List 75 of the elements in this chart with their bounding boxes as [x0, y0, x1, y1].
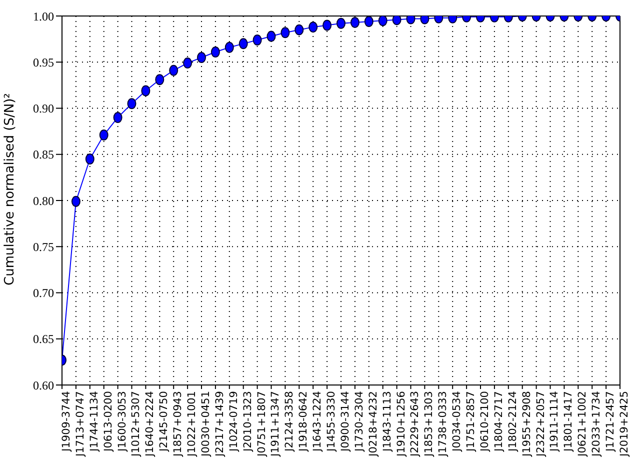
point — [266, 30, 276, 42]
x-tick-label: J1857+0943 — [172, 391, 184, 458]
x-tick-label: J1804-2717 — [492, 391, 505, 452]
point — [169, 64, 178, 76]
y-tick-label: 0.75 — [33, 240, 54, 254]
x-tick-label: J2033+1734 — [590, 390, 603, 458]
point — [336, 18, 346, 29]
x-tick-label: J2019+2425 — [618, 391, 630, 458]
y-tick-label: 0.90 — [33, 102, 54, 116]
y-axis-title: Cumulative normalised (S/N)² — [2, 93, 18, 286]
x-tick-label: J0613-0200 — [102, 391, 114, 452]
y-tick-label: 0.85 — [33, 148, 54, 162]
x-tick-label: J1012+5307 — [130, 391, 142, 458]
x-tick-label: J1909-3744 — [60, 390, 72, 452]
x-tick-label: J0610-2100 — [478, 391, 491, 452]
x-tick-label: J1918-0642 — [298, 391, 310, 452]
point — [378, 16, 388, 26]
point — [322, 20, 332, 31]
y-tick-label: 0.80 — [33, 194, 54, 208]
y-tick-label: 0.65 — [33, 332, 54, 346]
x-tick-label: J1802-2124 — [506, 390, 519, 452]
point — [224, 42, 234, 53]
x-tick-label: J1600-3053 — [116, 391, 128, 452]
x-tick-label: J1640+2224 — [144, 390, 156, 458]
x-tick-label: J0900-3144 — [339, 390, 352, 452]
x-tick-label: J1643-1224 — [312, 390, 324, 452]
point — [85, 153, 94, 164]
x-tick-label: J0218+4232 — [367, 391, 380, 458]
point — [350, 16, 360, 28]
point — [127, 98, 136, 110]
y-tick-label: 0.70 — [33, 286, 54, 300]
point — [392, 16, 402, 26]
x-tick-label: J0621+1002 — [576, 391, 589, 458]
point — [364, 16, 374, 28]
point — [183, 58, 192, 69]
x-tick-label: J1843-1113 — [381, 391, 394, 452]
x-tick-label: J1744-1134 — [88, 390, 100, 452]
x-tick-label: J2229+2643 — [409, 391, 422, 458]
x-tick-label: J0751+1807 — [256, 391, 268, 458]
point — [308, 22, 318, 33]
x-tick-label: J2322+2057 — [534, 391, 547, 458]
x-tick-label: J1751-2857 — [465, 391, 478, 452]
x-tick-label: J1738+0333 — [437, 391, 450, 458]
x-tick-label: J1853+1303 — [423, 391, 436, 458]
point — [294, 24, 304, 36]
x-tick-label: J1801-1417 — [562, 391, 575, 452]
x-tick-label: J2145-0750 — [158, 391, 170, 452]
point — [113, 112, 122, 123]
x-tick-label: J1022+1001 — [186, 391, 198, 458]
x-tick-label: J0034-0534 — [451, 390, 464, 452]
x-tick-label: J1911+1347 — [270, 391, 282, 458]
point — [99, 130, 108, 141]
x-tick-label: J1955+2908 — [520, 391, 533, 458]
x-tick-label: J2317+1439 — [214, 391, 226, 458]
point — [252, 34, 262, 46]
x-tick-label: J2010-1323 — [242, 391, 254, 452]
point — [71, 196, 80, 207]
x-tick-label: J0030+0451 — [200, 391, 212, 458]
x-tick-label: J1455-3330 — [326, 391, 338, 452]
point — [280, 27, 290, 38]
x-tick-label: J1713+0747 — [74, 391, 86, 458]
x-tick-label: J1024-0719 — [228, 391, 240, 452]
x-tick-label: J1910+1256 — [395, 390, 408, 458]
x-tick-label: J1911-1114 — [548, 390, 561, 452]
x-tick-label: J1721-2457 — [604, 391, 617, 452]
point — [210, 46, 220, 58]
y-tick-label: 0.95 — [33, 55, 54, 70]
x-tick-label: J2124-3358 — [284, 391, 296, 452]
point — [141, 85, 150, 96]
y-tick-label: 0.60 — [33, 378, 54, 392]
point — [238, 38, 248, 50]
point — [197, 52, 206, 64]
y-tick-label: 1.00 — [33, 9, 54, 24]
x-tick-label: J1730-2304 — [353, 390, 366, 452]
point — [155, 74, 164, 86]
